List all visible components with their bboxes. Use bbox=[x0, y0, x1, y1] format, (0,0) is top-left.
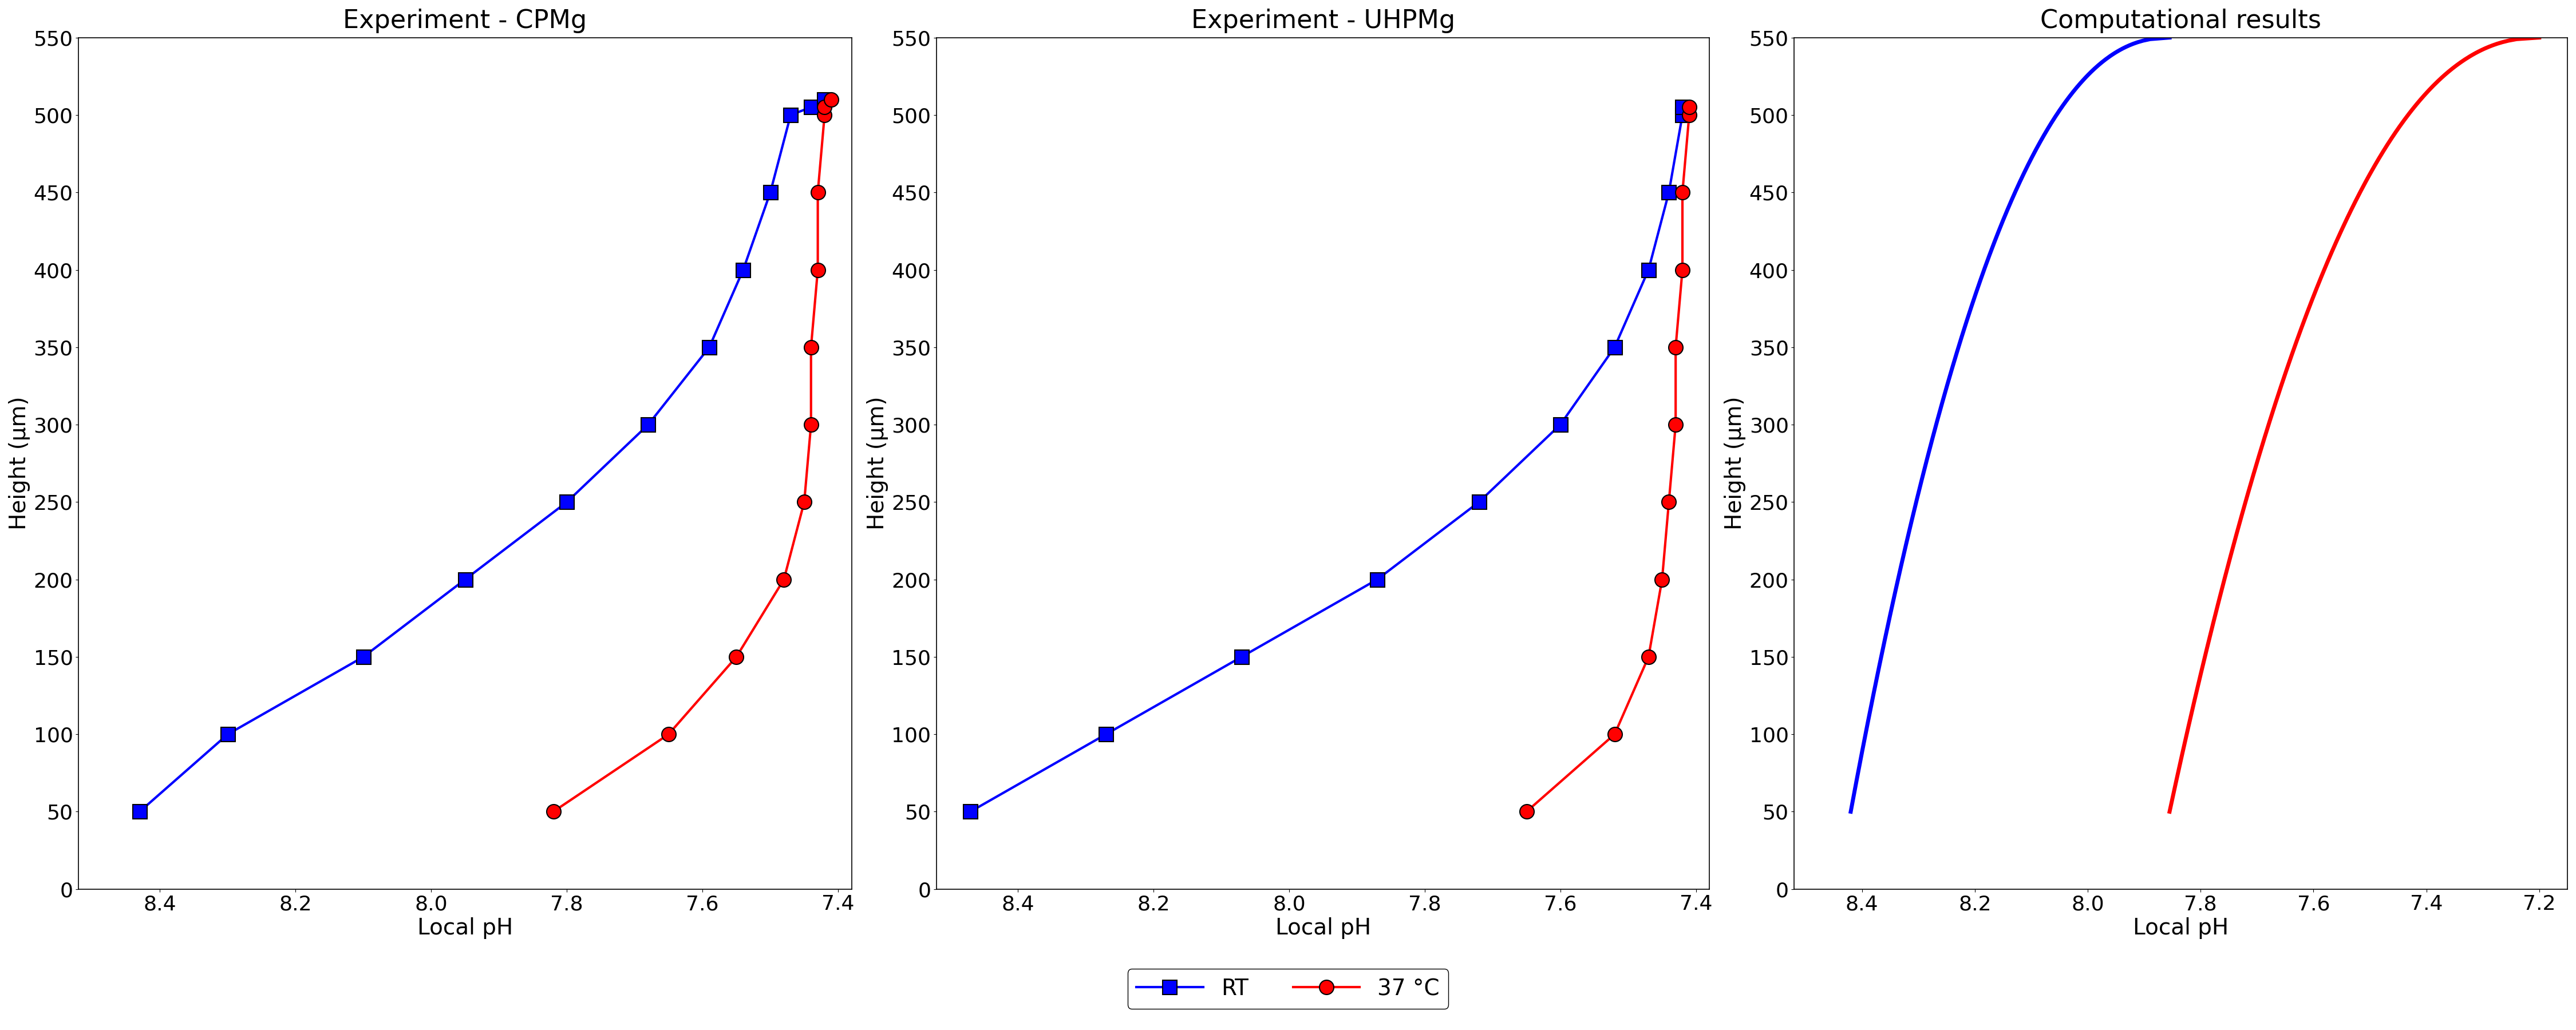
RT bbox=[1633, 264, 1664, 276]
RT bbox=[1654, 186, 1685, 199]
RT bbox=[1546, 418, 1577, 431]
RT bbox=[1363, 574, 1394, 586]
Title: Computational results: Computational results bbox=[2040, 8, 2321, 33]
RT bbox=[809, 94, 840, 106]
37 °C bbox=[1659, 418, 1690, 431]
RT bbox=[1600, 341, 1631, 353]
37 °C bbox=[768, 574, 799, 586]
RT bbox=[796, 101, 827, 113]
Y-axis label: Height (μm): Height (μm) bbox=[866, 397, 889, 530]
RT bbox=[211, 728, 242, 741]
RT bbox=[1667, 109, 1698, 122]
Line: RT: RT bbox=[963, 100, 1690, 819]
RT bbox=[634, 418, 665, 431]
RT bbox=[451, 574, 482, 586]
Title: Experiment - CPMg: Experiment - CPMg bbox=[343, 8, 587, 33]
Y-axis label: Height (μm): Height (μm) bbox=[1723, 397, 1747, 530]
37 °C bbox=[1633, 651, 1664, 663]
RT bbox=[1463, 495, 1494, 508]
37 °C bbox=[801, 186, 832, 199]
37 °C bbox=[1654, 495, 1685, 508]
RT bbox=[1090, 728, 1121, 741]
RT bbox=[693, 341, 724, 353]
37 °C bbox=[1600, 728, 1631, 741]
37 °C bbox=[1674, 109, 1705, 122]
RT bbox=[551, 495, 582, 508]
RT bbox=[775, 109, 806, 122]
37 °C bbox=[1659, 341, 1690, 353]
37 °C bbox=[1512, 805, 1543, 818]
37 °C bbox=[817, 94, 848, 106]
Line: 37 °C: 37 °C bbox=[1520, 100, 1698, 819]
37 °C bbox=[654, 728, 685, 741]
37 °C bbox=[801, 264, 832, 276]
37 °C bbox=[1667, 264, 1698, 276]
37 °C bbox=[788, 495, 819, 508]
Line: 37 °C: 37 °C bbox=[546, 93, 840, 819]
37 °C bbox=[809, 101, 840, 113]
Line: RT: RT bbox=[131, 93, 832, 819]
37 °C bbox=[1646, 574, 1677, 586]
37 °C bbox=[796, 418, 827, 431]
RT bbox=[1226, 651, 1257, 663]
37 °C bbox=[796, 341, 827, 353]
X-axis label: Local pH: Local pH bbox=[417, 918, 513, 939]
37 °C bbox=[1667, 186, 1698, 199]
RT bbox=[348, 651, 379, 663]
Y-axis label: Height (μm): Height (μm) bbox=[8, 397, 31, 530]
37 °C bbox=[721, 651, 752, 663]
37 °C bbox=[809, 109, 840, 122]
X-axis label: Local pH: Local pH bbox=[2133, 918, 2228, 939]
RT bbox=[755, 186, 786, 199]
RT bbox=[124, 805, 155, 818]
X-axis label: Local pH: Local pH bbox=[1275, 918, 1370, 939]
RT bbox=[729, 264, 760, 276]
37 °C bbox=[1674, 101, 1705, 113]
RT bbox=[956, 805, 987, 818]
RT bbox=[1667, 101, 1698, 113]
37 °C bbox=[538, 805, 569, 818]
Title: Experiment - UHPMg: Experiment - UHPMg bbox=[1190, 8, 1455, 33]
Legend: RT, 37 °C: RT, 37 °C bbox=[1128, 969, 1448, 1008]
